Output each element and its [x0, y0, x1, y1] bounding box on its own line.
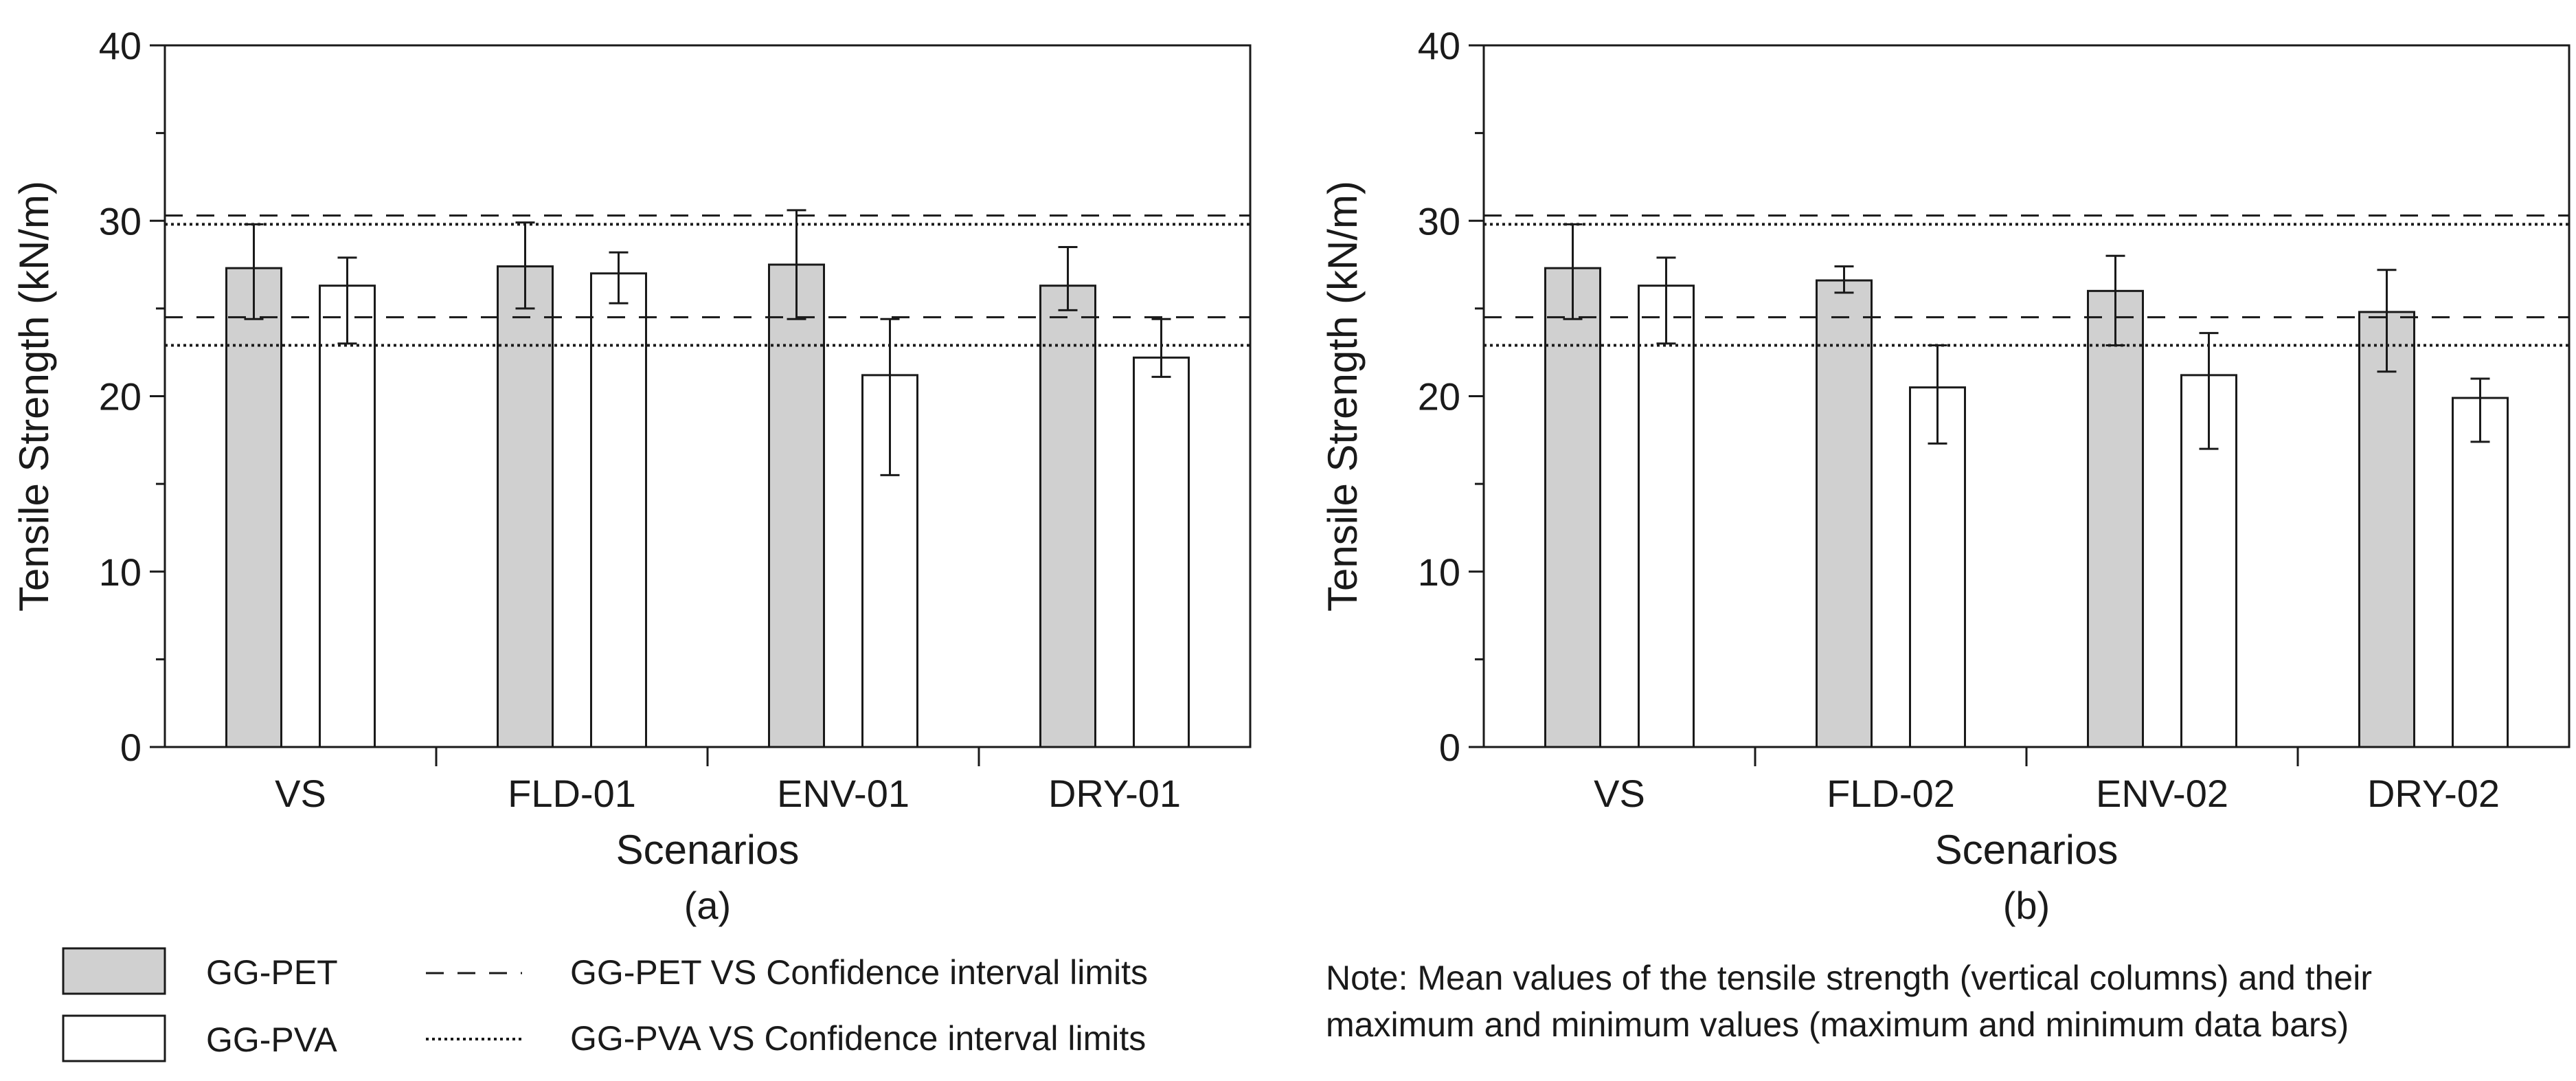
- y-tick-label: 20: [99, 375, 142, 419]
- bar-gg-pet: [2358, 311, 2415, 748]
- x-tick-label: ENV-01: [777, 772, 909, 815]
- panel-label: (b): [2003, 884, 2050, 927]
- legend-swatch-gg-pet: [62, 947, 166, 995]
- y-tick-label: 10: [99, 550, 142, 594]
- bar-gg-pet: [768, 263, 825, 748]
- y-tick-label: 40: [1418, 24, 1460, 67]
- y-tick-label: 20: [1418, 375, 1460, 419]
- y-axis-title: Tensile Strength (kN/m): [1320, 181, 1366, 612]
- bar-gg-pet: [2087, 289, 2144, 748]
- bar-gg-pva: [2452, 397, 2509, 748]
- y-tick-label: 40: [99, 24, 142, 67]
- bar-gg-pet: [1816, 279, 1873, 748]
- note-line-2: maximum and minimum values (maximum and …: [1326, 1005, 2349, 1044]
- panel-label: (a): [684, 884, 731, 927]
- legend-label-pet-confidence: GG-PET VS Confidence interval limits: [570, 953, 1148, 992]
- bar-gg-pet: [497, 265, 554, 748]
- bar-gg-pva: [1909, 386, 1966, 748]
- x-tick-label: DRY-02: [2367, 772, 2500, 815]
- y-tick-label: 30: [1418, 199, 1460, 243]
- x-axis-title: Scenarios: [616, 827, 800, 873]
- x-tick-label: DRY-01: [1048, 772, 1181, 815]
- note: Note: Mean values of the tensile strengt…: [1326, 959, 2372, 1044]
- y-tick-label: 0: [120, 726, 142, 769]
- x-tick-label: FLD-01: [508, 772, 636, 815]
- bar-gg-pva: [1638, 285, 1695, 748]
- x-tick-label: VS: [1594, 772, 1645, 815]
- legend-label-pva-confidence: GG-PVA VS Confidence interval limits: [570, 1019, 1146, 1058]
- legend-label-gg-pet: GG-PET: [206, 953, 338, 992]
- note-line-1: Note: Mean values of the tensile strengt…: [1326, 959, 2372, 997]
- bar-gg-pet: [1039, 285, 1096, 748]
- chart-panel-b: 0 10 20 30 40 Tensile Strength (kN/m) VS FLD-02…: [1320, 24, 2571, 927]
- x-tick-label: ENV-02: [2096, 772, 2228, 815]
- x-tick-label: FLD-02: [1827, 772, 1955, 815]
- y-tick-label: 30: [99, 199, 142, 243]
- y-axis-title: Tensile Strength (kN/m): [11, 181, 57, 612]
- bar-gg-pet: [225, 267, 282, 748]
- legend-label-gg-pva: GG-PVA: [206, 1021, 337, 1059]
- x-tick-label: VS: [275, 772, 326, 815]
- bar-gg-pva: [590, 272, 647, 748]
- y-tick-label: 10: [1418, 550, 1460, 594]
- y-tick-label: 0: [1439, 726, 1460, 769]
- legend-swatch-gg-pva: [62, 1014, 166, 1062]
- bar-gg-pet: [1544, 267, 1601, 748]
- bar-gg-pva: [1133, 356, 1190, 748]
- chart-panel-a: 0 10 20 30 40 Tensile Strength (kN/m) VS FLD-01…: [11, 24, 1252, 927]
- bar-gg-pva: [319, 285, 376, 748]
- legend: GG-PET GG-PVA GG-PET VS Confidence inter…: [62, 947, 1148, 1062]
- x-axis-title: Scenarios: [1935, 827, 2119, 873]
